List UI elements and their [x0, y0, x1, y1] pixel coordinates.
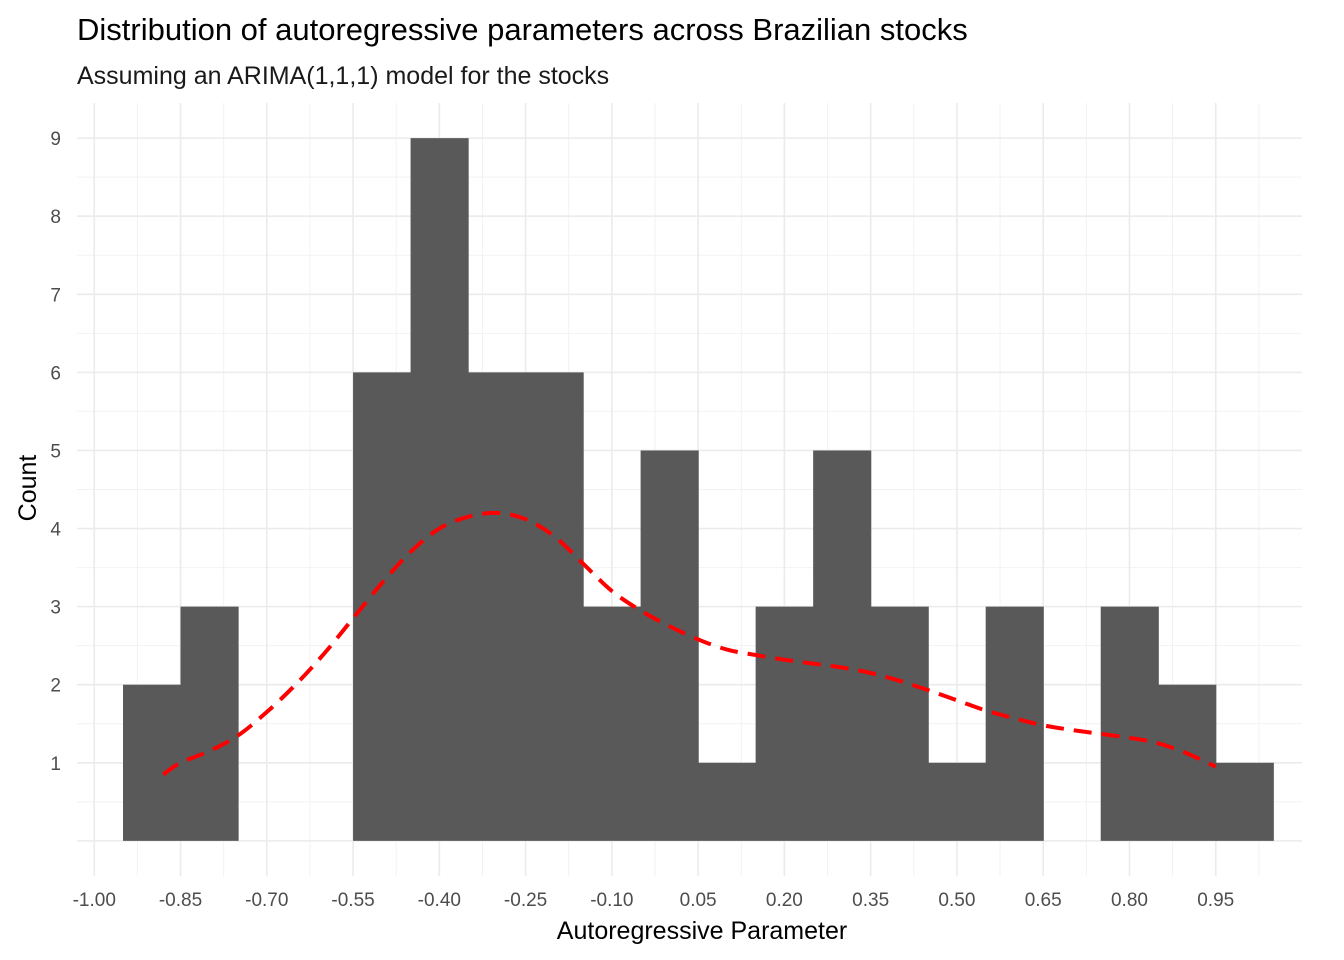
y-axis-title: Count	[14, 455, 42, 522]
x-axis-title: Autoregressive Parameter	[557, 917, 847, 945]
y-tick-label: 5	[50, 441, 61, 462]
histogram-bar	[1100, 606, 1159, 841]
y-tick-label: 2	[50, 676, 61, 697]
x-tick-label: -0.70	[245, 890, 288, 911]
x-tick-label: -1.00	[73, 890, 116, 911]
histogram-bar	[870, 606, 929, 841]
x-tick-label: 0.20	[766, 890, 803, 911]
y-tick-label: 4	[50, 520, 61, 541]
y-tick-label: 7	[50, 285, 61, 306]
x-tick-label: -0.10	[590, 890, 633, 911]
histogram-bar	[180, 606, 239, 841]
y-tick-label: 9	[50, 129, 61, 150]
density-curve	[162, 510, 1217, 777]
histogram-bar	[755, 606, 814, 841]
histogram-bar	[583, 606, 642, 841]
y-tick-label: 8	[50, 207, 61, 228]
x-tick-label: 0.50	[938, 890, 975, 911]
grid-lines	[77, 103, 1302, 876]
histogram-bar	[640, 450, 699, 841]
x-tick-label: 0.05	[680, 890, 717, 911]
histogram-bars	[123, 138, 1274, 841]
histogram-bar	[813, 450, 872, 841]
histogram-bar	[1158, 684, 1217, 841]
histogram-bar	[468, 372, 527, 841]
x-tick-label: 0.65	[1025, 890, 1062, 911]
histogram-bar	[525, 372, 584, 841]
chart-title: Distribution of autoregressive parameter…	[77, 12, 968, 47]
x-tick-label: -0.25	[504, 890, 547, 911]
histogram-bar	[1215, 762, 1274, 841]
x-tick-label: 0.80	[1111, 890, 1148, 911]
x-tick-label: -0.85	[159, 890, 202, 911]
x-tick-label: 0.95	[1197, 890, 1234, 911]
histogram-bar	[123, 684, 182, 841]
y-tick-label: 1	[50, 754, 61, 775]
histogram-bar	[410, 138, 469, 841]
x-tick-label: -0.40	[418, 890, 461, 911]
y-tick-labels: 1 2 3 4 5 6 7 8 9	[50, 129, 61, 775]
x-tick-label: -0.55	[331, 890, 374, 911]
y-tick-label: 6	[50, 363, 61, 384]
x-tick-label: 0.35	[852, 890, 889, 911]
histogram-bar	[928, 762, 987, 841]
y-tick-label: 3	[50, 598, 61, 619]
histogram-bar	[698, 762, 757, 841]
x-tick-labels: -1.00 -0.85 -0.70 -0.55 -0.40 -0.25 -0.10 0.05 0…	[73, 890, 1235, 911]
chart-subtitle: Assuming an ARIMA(1,1,1) model for the s…	[77, 62, 609, 90]
density-line	[162, 510, 1217, 777]
